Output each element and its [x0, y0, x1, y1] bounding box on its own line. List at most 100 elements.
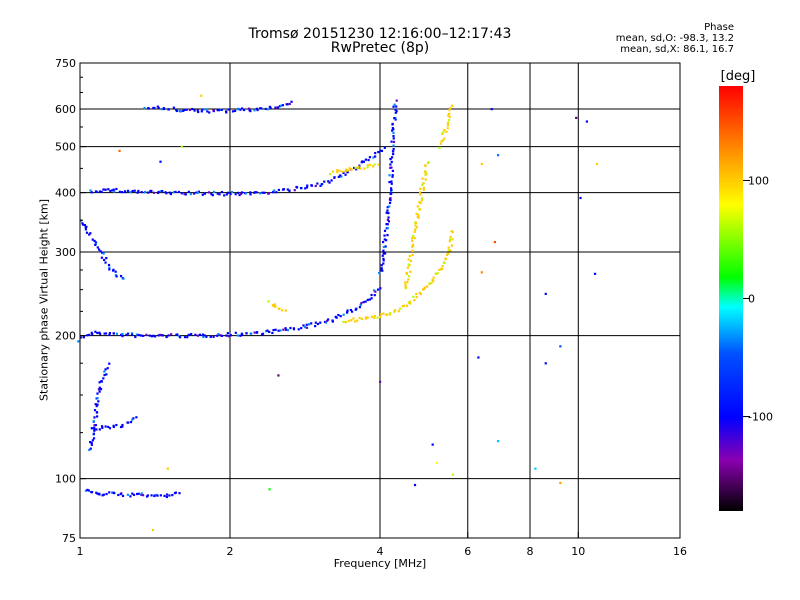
data-point	[92, 420, 95, 423]
data-point	[92, 432, 95, 435]
data-point	[414, 221, 418, 225]
data-point	[346, 171, 349, 174]
data-point	[342, 171, 345, 174]
data-point	[90, 443, 93, 446]
data-point	[156, 494, 159, 497]
data-point	[321, 183, 324, 186]
data-point	[97, 388, 100, 391]
data-point	[307, 323, 311, 326]
data-point	[127, 421, 130, 424]
data-point	[195, 191, 198, 194]
phase-legend-heading: Phase	[704, 22, 734, 33]
data-point	[281, 104, 284, 107]
data-point	[300, 327, 303, 330]
data-point	[411, 253, 414, 257]
x-axis-label: Frequency [MHz]	[333, 557, 427, 570]
data-point	[104, 261, 107, 264]
data-point	[380, 267, 383, 270]
data-point	[559, 345, 562, 348]
data-point	[236, 108, 239, 111]
data-point	[336, 171, 339, 174]
data-point	[451, 104, 454, 108]
data-point	[241, 333, 244, 336]
data-point	[92, 437, 96, 440]
data-point	[140, 190, 143, 194]
data-point	[101, 426, 104, 429]
data-point	[217, 332, 220, 336]
data-point	[100, 256, 103, 259]
data-point	[442, 131, 445, 134]
data-point	[85, 231, 89, 234]
data-point	[368, 298, 371, 301]
data-point	[593, 272, 597, 275]
data-point	[391, 174, 394, 177]
data-point	[390, 182, 393, 185]
phase-legend-x: mean, sd,X: 86.1, 16.7	[620, 44, 734, 55]
x-tick-label: 4	[377, 545, 384, 558]
data-point	[438, 268, 441, 272]
data-point	[390, 180, 393, 183]
data-point	[364, 317, 368, 320]
data-point	[108, 268, 111, 271]
data-point	[329, 173, 332, 176]
data-point	[96, 492, 99, 495]
data-point	[392, 147, 395, 151]
data-point	[377, 163, 380, 166]
data-point	[253, 331, 256, 334]
data-point	[183, 192, 186, 196]
data-point	[431, 443, 434, 446]
data-point	[194, 333, 197, 336]
data-point	[201, 333, 204, 336]
data-point	[88, 333, 91, 336]
data-point	[264, 107, 267, 111]
data-point	[162, 107, 165, 110]
data-point	[209, 335, 212, 338]
data-point	[153, 494, 156, 497]
data-point	[150, 494, 153, 497]
data-point	[490, 108, 493, 111]
data-point	[282, 188, 285, 191]
data-point	[134, 335, 137, 339]
data-point	[368, 156, 372, 159]
data-point	[183, 336, 187, 339]
data-point	[122, 277, 125, 280]
data-point	[81, 222, 84, 225]
data-point	[365, 316, 368, 319]
data-point	[407, 263, 410, 266]
data-point	[230, 190, 234, 194]
data-point	[82, 335, 85, 338]
data-point	[405, 304, 409, 307]
data-point	[407, 278, 410, 281]
data-point	[91, 238, 94, 241]
data-point	[95, 190, 98, 194]
data-point	[427, 161, 430, 164]
data-point	[140, 492, 143, 495]
data-point	[105, 492, 108, 496]
data-point	[362, 160, 365, 163]
data-point	[371, 165, 375, 168]
data-point	[449, 249, 452, 252]
data-point	[136, 191, 139, 194]
data-point	[445, 253, 449, 256]
data-point	[84, 489, 88, 492]
data-point	[121, 425, 124, 428]
data-point	[182, 109, 185, 112]
data-point	[421, 177, 424, 180]
data-point	[284, 309, 287, 312]
data-point	[415, 295, 418, 299]
data-point	[286, 188, 289, 191]
data-point	[353, 320, 357, 323]
y-tick-label: 500	[55, 141, 76, 154]
data-point	[382, 240, 385, 244]
data-point	[103, 370, 106, 373]
data-point	[95, 415, 99, 418]
data-point	[414, 224, 417, 227]
data-point	[382, 259, 385, 262]
data-point	[108, 362, 111, 365]
data-point	[160, 108, 164, 111]
data-point	[392, 105, 395, 108]
data-point	[93, 416, 96, 419]
data-point	[159, 190, 162, 193]
data-point	[339, 174, 342, 177]
data-point	[143, 191, 147, 194]
